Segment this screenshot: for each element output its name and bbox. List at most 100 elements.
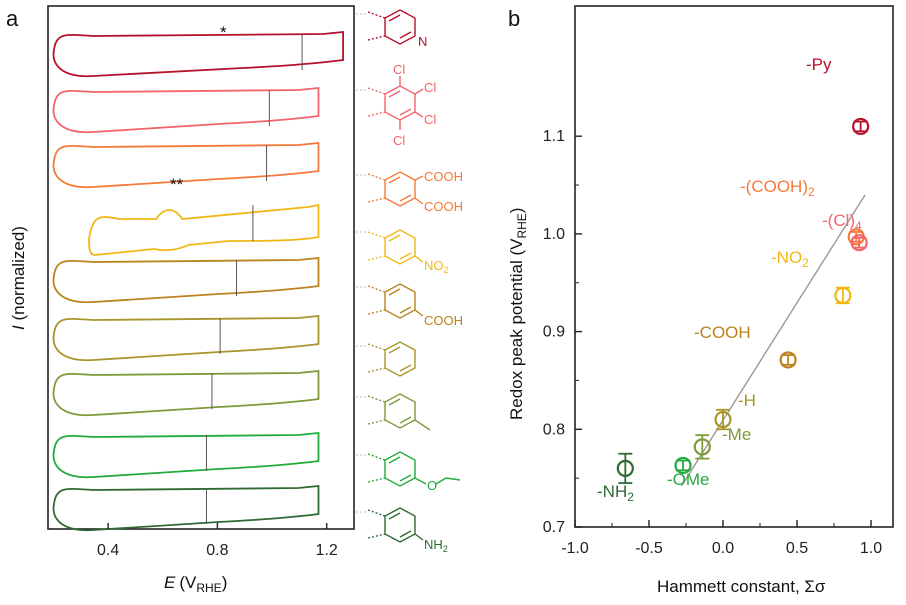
x-title-sub: RHE <box>196 581 221 595</box>
panel-b-ticks: -1.0 -0.5 0.0 0.5 1.0 0.7 0.8 0.9 1.0 1.1 <box>543 128 882 557</box>
label-py: -Py <box>806 55 832 74</box>
data-points <box>616 117 870 484</box>
y-title-b-sub: RHE <box>515 213 529 238</box>
point-marker <box>850 234 868 252</box>
panel-b-scatter-plot: -1.0 -0.5 0.0 0.5 1.0 0.7 0.8 0.9 1.0 1.1 -Py -(C… <box>507 5 894 596</box>
label-ome: -OMe <box>667 470 710 489</box>
label-cl4-sub: 4 <box>855 219 862 233</box>
data-point <box>616 452 634 484</box>
annotation-single-star: * <box>220 23 227 42</box>
label-cl4: -(Cl)4 <box>822 211 862 233</box>
structure-tetrachloro <box>367 76 424 130</box>
molecular-structures: N Cl Cl Cl Cl COOH COOH NO2 <box>367 9 463 554</box>
point-marker <box>834 286 852 305</box>
y-tick-label: 1.1 <box>543 128 565 145</box>
point-marker <box>779 351 797 369</box>
x-tick-label: 0.5 <box>786 540 808 557</box>
data-point <box>779 351 797 369</box>
label-cooh2: -(COOH)2 <box>740 177 815 199</box>
x-tick-label: -1.0 <box>561 540 589 557</box>
y-title-symbol: I <box>9 325 28 330</box>
label-h: -H <box>738 391 756 410</box>
label-cl-1: Cl <box>393 62 405 77</box>
label-pyridine-n: N <box>418 34 427 49</box>
label-cooh-2: COOH <box>424 199 463 214</box>
structure-pyridine <box>367 9 416 45</box>
y-tick-label: 0.9 <box>543 324 565 341</box>
x-title-unit: (V <box>179 573 197 592</box>
cv-curve <box>88 203 320 256</box>
label-nh2-b: -NH2 <box>597 482 634 504</box>
label-no2: NO2 <box>424 258 449 275</box>
panel-a-y-axis-title: I (normalized) <box>9 226 28 330</box>
panel-a-frame <box>47 5 355 530</box>
label-no2-b: -NO2 <box>771 248 809 270</box>
label-no2-sub: 2 <box>444 265 449 275</box>
label-no2-main: NO <box>424 258 444 273</box>
fit-line-group <box>680 194 866 487</box>
label-cooh: -COOH <box>694 323 751 342</box>
structure-aniline <box>367 507 424 543</box>
cv-curve <box>52 31 344 78</box>
panel-b-x-axis-title: Hammett constant, Σσ <box>657 577 826 596</box>
cv-curve <box>52 432 320 479</box>
panel-a-cv-plot: *** 0.4 0.8 1.2 E (VRHE) I (normalized) <box>9 5 366 595</box>
label-cl-4: Cl <box>393 133 405 148</box>
point-marker <box>852 117 870 136</box>
data-point <box>693 434 711 460</box>
point-labels: -Py -(COOH)2 -(Cl)4 -NO2 -COOH -H -Me -O… <box>597 55 862 504</box>
panel-letter-b: b <box>508 6 520 31</box>
point-marker <box>616 459 634 477</box>
structure-phthalic <box>367 171 424 207</box>
structure-toluene <box>367 393 431 431</box>
data-point <box>850 234 868 252</box>
y-tick-label: 1.0 <box>543 226 565 243</box>
point-marker <box>693 438 711 456</box>
x-tick-label: 0.4 <box>97 542 119 559</box>
data-point <box>852 117 870 136</box>
structure-benzoic <box>367 283 424 319</box>
y-title-b-main: Redox peak potential (V <box>507 238 526 420</box>
panel-b-y-axis-title: Redox peak potential (VRHE) <box>507 208 529 420</box>
structure-nitro <box>367 229 424 265</box>
label-nh2: NH2 <box>424 537 448 554</box>
point-marker <box>674 456 692 475</box>
x-tick-label: 1.0 <box>860 540 882 557</box>
cv-curve <box>52 315 320 362</box>
label-cooh2-main: -(COOH) <box>740 177 808 196</box>
panel-a-x-ticks: 0.4 0.8 1.2 <box>97 523 338 559</box>
label-me: -Me <box>722 425 751 444</box>
label-nh2-b-sub: 2 <box>627 490 634 504</box>
x-tick-label: 0.8 <box>206 542 228 559</box>
data-point <box>834 286 852 305</box>
label-nh2-sub: 2 <box>443 544 448 554</box>
point-marker <box>714 410 732 429</box>
cv-curve <box>52 370 320 417</box>
y-title-b-close: ) <box>507 208 526 214</box>
label-cooh-1: COOH <box>424 169 463 184</box>
y-tick-label: 0.8 <box>543 421 565 438</box>
linear-fit-line <box>680 194 866 487</box>
cv-curve <box>52 257 320 304</box>
cv-curve <box>52 142 320 189</box>
data-point <box>674 456 692 475</box>
label-no2-b-main: -NO <box>771 248 802 267</box>
x-title-close: ) <box>222 573 228 592</box>
structure-anisole <box>367 451 461 487</box>
label-cl-2: Cl <box>424 80 436 95</box>
y-title-rest: (normalized) <box>9 226 28 325</box>
data-point <box>714 408 732 431</box>
label-cl-3: Cl <box>424 112 436 127</box>
label-nh2-main: NH <box>424 537 443 552</box>
cv-curve <box>52 485 320 532</box>
panel-a-x-axis-title: E (VRHE) <box>164 573 227 595</box>
cv-curve <box>52 87 320 134</box>
label-no2-b-sub: 2 <box>802 256 809 270</box>
annotation-double-star: ** <box>170 175 184 194</box>
label-cooh2-sub: 2 <box>808 185 815 199</box>
x-tick-label: 0.0 <box>712 540 734 557</box>
cv-curves: *** <box>52 13 366 532</box>
x-tick-label: -0.5 <box>635 540 663 557</box>
x-tick-label: 1.2 <box>316 542 338 559</box>
